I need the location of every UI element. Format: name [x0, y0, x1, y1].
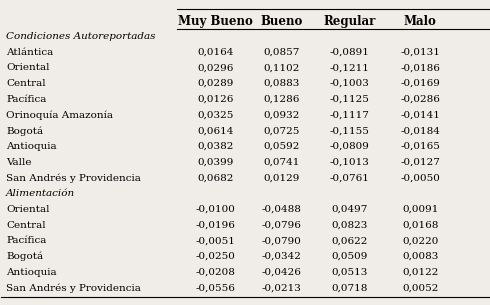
Text: Malo: Malo — [404, 15, 437, 28]
Text: -0,0761: -0,0761 — [330, 173, 369, 182]
Text: Central: Central — [6, 79, 46, 88]
Text: San Andrés y Providencia: San Andrés y Providencia — [6, 173, 141, 183]
Text: 0,0289: 0,0289 — [197, 79, 234, 88]
Text: Bueno: Bueno — [260, 15, 303, 28]
Text: Muy Bueno: Muy Bueno — [178, 15, 253, 28]
Text: 0,0296: 0,0296 — [197, 63, 234, 72]
Text: Pacífica: Pacífica — [6, 95, 47, 104]
Text: -0,0796: -0,0796 — [262, 221, 301, 229]
Text: -0,1155: -0,1155 — [330, 126, 369, 135]
Text: 0,0718: 0,0718 — [332, 283, 368, 292]
Text: -0,0208: -0,0208 — [196, 268, 236, 277]
Text: 0,0168: 0,0168 — [402, 221, 439, 229]
Text: Antioquia: Antioquia — [6, 142, 57, 151]
Text: -0,0250: -0,0250 — [196, 252, 236, 261]
Text: Alimentación: Alimentación — [6, 189, 75, 198]
Text: 0,0399: 0,0399 — [197, 158, 234, 167]
Text: -0,0790: -0,0790 — [262, 236, 301, 245]
Text: Condiciones Autoreportadas: Condiciones Autoreportadas — [6, 32, 156, 41]
Text: 0,0083: 0,0083 — [402, 252, 439, 261]
Text: -0,0556: -0,0556 — [196, 283, 236, 292]
Text: -0,0286: -0,0286 — [400, 95, 441, 104]
Text: 0,0325: 0,0325 — [197, 110, 234, 120]
Text: -0,0891: -0,0891 — [330, 48, 369, 57]
Text: 0,0509: 0,0509 — [332, 252, 368, 261]
Text: -0,0488: -0,0488 — [262, 205, 301, 214]
Text: Regular: Regular — [323, 15, 376, 28]
Text: -0,0213: -0,0213 — [262, 283, 301, 292]
Text: -0,0051: -0,0051 — [196, 236, 236, 245]
Text: 0,0883: 0,0883 — [263, 79, 300, 88]
Text: -0,0184: -0,0184 — [400, 126, 441, 135]
Text: -0,1003: -0,1003 — [330, 79, 369, 88]
Text: -0,0186: -0,0186 — [400, 63, 441, 72]
Text: 0,1102: 0,1102 — [263, 63, 300, 72]
Text: -0,1125: -0,1125 — [330, 95, 369, 104]
Text: 0,0622: 0,0622 — [332, 236, 368, 245]
Text: -0,0169: -0,0169 — [400, 79, 441, 88]
Text: 0,0052: 0,0052 — [402, 283, 439, 292]
Text: -0,1117: -0,1117 — [330, 110, 369, 120]
Text: Oriental: Oriental — [6, 205, 50, 214]
Text: Orinoquía Amazonía: Orinoquía Amazonía — [6, 110, 113, 120]
Text: -0,0196: -0,0196 — [196, 221, 236, 229]
Text: 0,0091: 0,0091 — [402, 205, 439, 214]
Text: 0,0126: 0,0126 — [197, 95, 234, 104]
Text: 0,0592: 0,0592 — [263, 142, 300, 151]
Text: 0,0164: 0,0164 — [197, 48, 234, 57]
Text: -0,1211: -0,1211 — [330, 63, 369, 72]
Text: Bogotá: Bogotá — [6, 252, 44, 261]
Text: 0,0932: 0,0932 — [263, 110, 300, 120]
Text: Pacífica: Pacífica — [6, 236, 47, 245]
Text: San Andrés y Providencia: San Andrés y Providencia — [6, 283, 141, 293]
Text: Central: Central — [6, 221, 46, 229]
Text: -0,0127: -0,0127 — [400, 158, 441, 167]
Text: 0,0220: 0,0220 — [402, 236, 439, 245]
Text: -0,0050: -0,0050 — [400, 173, 441, 182]
Text: -0,0131: -0,0131 — [400, 48, 441, 57]
Text: 0,0857: 0,0857 — [263, 48, 300, 57]
Text: 0,0682: 0,0682 — [197, 173, 234, 182]
Text: -0,0165: -0,0165 — [400, 142, 441, 151]
Text: -0,0100: -0,0100 — [196, 205, 236, 214]
Text: -0,1013: -0,1013 — [330, 158, 369, 167]
Text: 0,0823: 0,0823 — [332, 221, 368, 229]
Text: 0,0725: 0,0725 — [263, 126, 300, 135]
Text: 0,0382: 0,0382 — [197, 142, 234, 151]
Text: -0,0342: -0,0342 — [262, 252, 301, 261]
Text: Atlántica: Atlántica — [6, 48, 53, 57]
Text: Valle: Valle — [6, 158, 32, 167]
Text: -0,0426: -0,0426 — [262, 268, 301, 277]
Text: 0,0122: 0,0122 — [402, 268, 439, 277]
Text: -0,0141: -0,0141 — [400, 110, 441, 120]
Text: 0,0497: 0,0497 — [332, 205, 368, 214]
Text: Antioquia: Antioquia — [6, 268, 57, 277]
Text: -0,0809: -0,0809 — [330, 142, 369, 151]
Text: Oriental: Oriental — [6, 63, 50, 72]
Text: 0,0129: 0,0129 — [263, 173, 300, 182]
Text: 0,0614: 0,0614 — [197, 126, 234, 135]
Text: 0,0741: 0,0741 — [263, 158, 300, 167]
Text: Bogotá: Bogotá — [6, 126, 44, 136]
Text: 0,0513: 0,0513 — [332, 268, 368, 277]
Text: 0,1286: 0,1286 — [263, 95, 300, 104]
